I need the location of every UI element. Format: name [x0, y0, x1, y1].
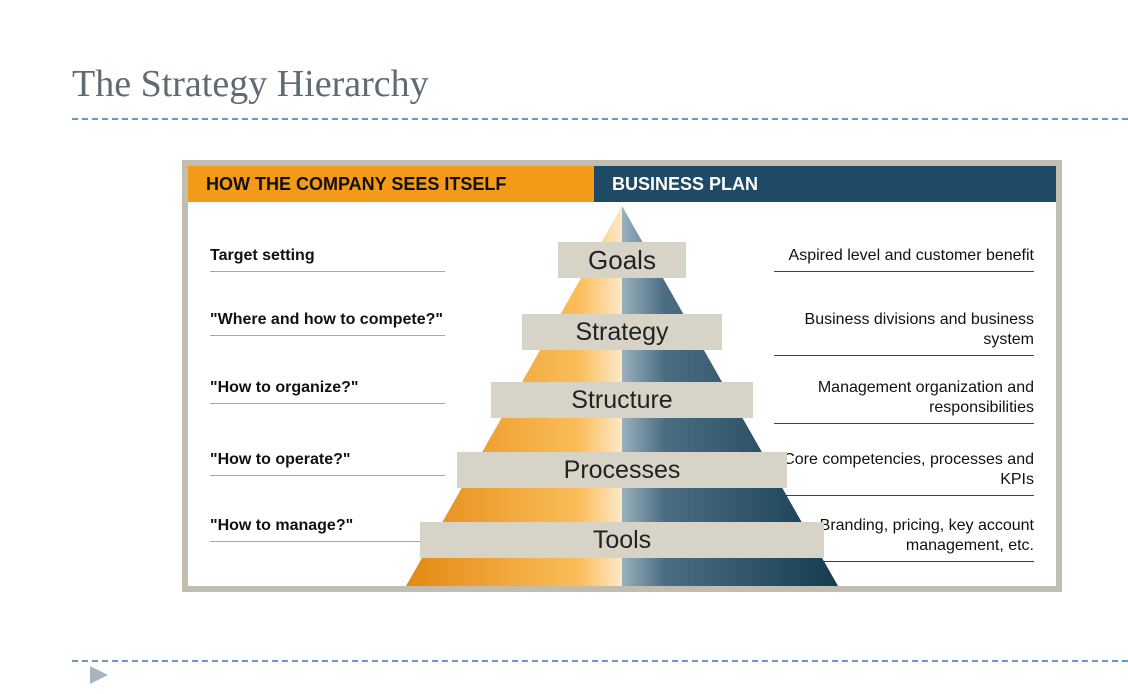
play-icon	[90, 666, 110, 684]
pyramid-area: Target setting"Where and how to compete?…	[188, 202, 1056, 586]
pyramid-band-strategy: Strategy	[522, 314, 722, 350]
header-left: HOW THE COMPANY SEES ITSELF	[188, 166, 594, 202]
pyramid-band-tools: Tools	[420, 522, 824, 558]
pyramid-band-structure: Structure	[491, 382, 753, 418]
divider-top	[72, 118, 1128, 120]
page-title: The Strategy Hierarchy	[72, 62, 429, 106]
header-right: BUSINESS PLAN	[594, 166, 1056, 202]
divider-bottom	[72, 660, 1128, 662]
diagram-header: HOW THE COMPANY SEES ITSELF BUSINESS PLA…	[188, 166, 1056, 202]
pyramid-band-processes: Processes	[457, 452, 787, 488]
strategy-hierarchy-diagram: HOW THE COMPANY SEES ITSELF BUSINESS PLA…	[182, 160, 1062, 592]
pyramid-band-goals: Goals	[558, 242, 686, 278]
